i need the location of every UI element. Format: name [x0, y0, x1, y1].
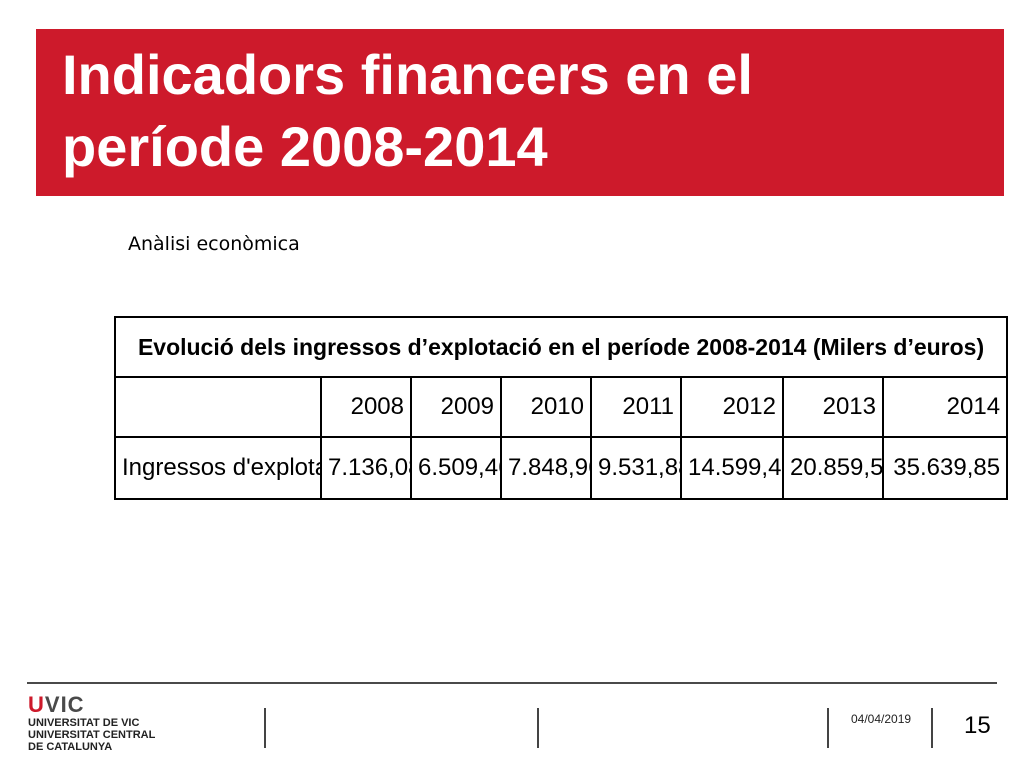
title-band: Indicadors financers en el període 2008-… [36, 29, 1004, 196]
table-row: Ingressos d'explotació 7.136,08 6.509,46… [114, 436, 1009, 500]
title-line-2: període 2008-2014 [62, 115, 548, 178]
value-cell: 14.599,40 [680, 436, 784, 500]
empty-corner-cell [114, 376, 322, 438]
year-cell: 2013 [782, 376, 884, 438]
year-cell: 2009 [410, 376, 502, 438]
caption-row: Evolució dels ingressos d’explotació en … [113, 316, 1009, 378]
logo-u: U [28, 692, 45, 717]
value-cell: 7.136,08 [320, 436, 412, 500]
year-cell: 2008 [320, 376, 412, 438]
table-caption: Evolució dels ingressos d’explotació en … [113, 316, 1009, 378]
footer-separator [931, 708, 933, 748]
footer-separator [264, 708, 266, 748]
university-name: UNIVERSITAT DE VIC UNIVERSITAT CENTRAL D… [28, 717, 155, 753]
page-number: 15 [964, 712, 991, 739]
year-cell: 2010 [500, 376, 592, 438]
university-line-3: DE CATALUNYA [28, 741, 113, 753]
value-cell: 7.848,96 [500, 436, 592, 500]
title-line-1: Indicadors financers en el [62, 43, 753, 106]
row-label: Ingressos d'explotació [114, 436, 322, 500]
footer-divider [27, 682, 997, 684]
university-line-2: UNIVERSITAT CENTRAL [28, 729, 156, 741]
year-cell: 2014 [881, 376, 1009, 438]
subtitle: Anàlisi econòmica [128, 233, 300, 255]
table-image: Evolució dels ingressos d’explotació en … [113, 316, 1009, 500]
year-cell: 2011 [590, 376, 682, 438]
university-line-1: UNIVERSITAT DE VIC [28, 717, 140, 729]
footer-separator [537, 708, 539, 748]
year-cell: 2012 [680, 376, 784, 438]
value-cell: 20.859,50 [782, 436, 884, 500]
footer-separator [827, 708, 829, 748]
slide-date: 04/04/2019 [851, 712, 912, 726]
year-row: 2008 2009 2010 2011 2012 2013 2014 [114, 376, 1009, 438]
income-table: Evolució dels ingressos d’explotació en … [113, 316, 1009, 500]
value-cell: 35.639,85 [881, 436, 1009, 500]
uvic-logo: UVIC [28, 692, 85, 718]
value-cell: 9.531,88 [590, 436, 682, 500]
page-title: Indicadors financers en el període 2008-… [62, 39, 992, 183]
value-cell: 6.509,46 [410, 436, 502, 500]
logo-vic: VIC [44, 692, 85, 717]
